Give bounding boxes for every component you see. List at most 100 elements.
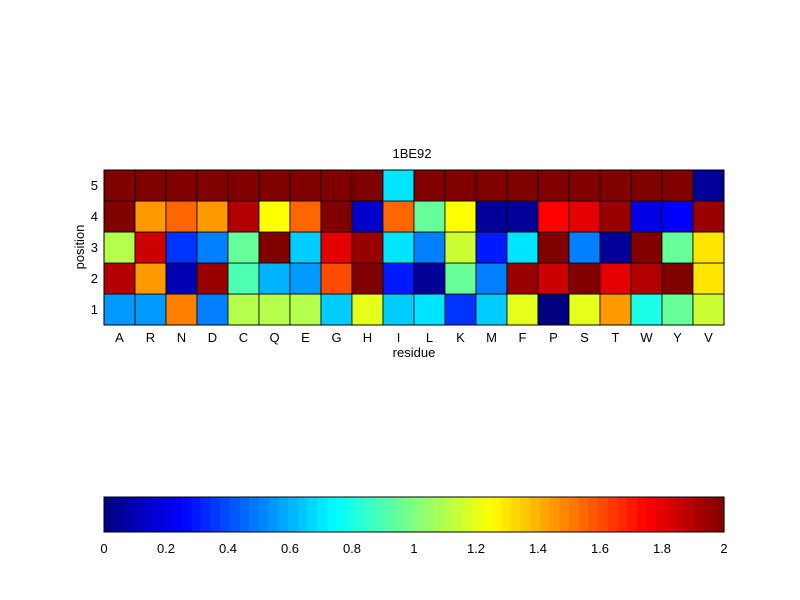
colorbar-segment [423, 497, 434, 532]
x-tick-label: D [208, 330, 217, 345]
heatmap-cell-G-3 [320, 231, 353, 264]
heatmap-cell-S-5 [568, 169, 601, 202]
heatmap-cell-T-4 [599, 200, 632, 233]
heatmap-cell-N-3 [165, 231, 198, 264]
heatmap-cell-E-1 [289, 293, 322, 326]
heatmap-cell-S-3 [568, 231, 601, 264]
colorbar-segment [578, 497, 589, 532]
colorbar-segment [714, 497, 725, 532]
heatmap-cell-I-5 [382, 169, 415, 202]
heatmap-cell-F-4 [506, 200, 539, 233]
heatmap-cell-R-4 [134, 200, 167, 233]
heatmap-cell-C-2 [227, 262, 260, 295]
heatmap-cell-V-3 [692, 231, 725, 264]
colorbar-segment [569, 497, 580, 532]
heatmap-cell-M-3 [475, 231, 508, 264]
colorbar-segment [704, 497, 715, 532]
heatmap-cell-T-3 [599, 231, 632, 264]
colorbar-segment [607, 497, 619, 532]
heatmap-cell-Y-1 [661, 293, 694, 326]
heatmap-cell-E-2 [289, 262, 322, 295]
heatmap-cell-A-4 [103, 200, 136, 233]
heatmap-cell-I-1 [382, 293, 415, 326]
colorbar-segment [259, 497, 270, 532]
colorbar-tick-label: 1.8 [653, 541, 671, 556]
colorbar-segment [268, 497, 279, 532]
heatmap-cell-K-4 [444, 200, 477, 233]
x-tick-label: M [486, 330, 497, 345]
heatmap-cell-G-1 [320, 293, 353, 326]
colorbar-segment [617, 497, 628, 532]
colorbar-segment [559, 497, 570, 532]
heatmap-cell-R-2 [134, 262, 167, 295]
heatmap-cell-W-3 [630, 231, 663, 264]
colorbar-tick-label: 0.4 [219, 541, 237, 556]
heatmap-cell-G-5 [320, 169, 353, 202]
colorbar-segment [288, 497, 299, 532]
x-tick-label: V [704, 330, 713, 345]
colorbar [104, 497, 725, 532]
heatmap-cell-T-5 [599, 169, 632, 202]
heatmap-cell-N-2 [165, 262, 198, 295]
heatmap-cell-N-5 [165, 169, 198, 202]
colorbar-segment [685, 497, 696, 532]
heatmap-cell-A-5 [103, 169, 136, 202]
heatmap-cell-W-2 [630, 262, 663, 295]
x-tick-label: S [580, 330, 589, 345]
heatmap-cell-P-2 [537, 262, 570, 295]
colorbar-segment [636, 497, 648, 532]
colorbar-segment [588, 497, 599, 532]
colorbar-segment [472, 497, 483, 532]
heatmap-cell-K-2 [444, 262, 477, 295]
colorbar-segment [694, 497, 706, 532]
heatmap-cell-V-2 [692, 262, 725, 295]
colorbar-segment [191, 497, 202, 532]
colorbar-tick-label: 0.2 [157, 541, 175, 556]
colorbar-segment [598, 497, 609, 532]
x-tick-label: N [177, 330, 186, 345]
heatmap-cell-V-1 [692, 293, 725, 326]
colorbar-frame [103, 496, 725, 533]
y-tick-label: 1 [91, 302, 98, 317]
heatmap-cell-Y-5 [661, 169, 694, 202]
colorbar-segment [462, 497, 473, 532]
x-tick-label: C [239, 330, 248, 345]
heatmap-cell-A-3 [103, 231, 136, 264]
colorbar-segment [152, 497, 163, 532]
heatmap-cell-Q-5 [258, 169, 291, 202]
colorbar-segment [549, 497, 560, 532]
colorbar-segment [481, 497, 493, 532]
colorbar-segment [123, 497, 134, 532]
x-tick-label: P [549, 330, 558, 345]
colorbar-tick-label: 1 [410, 541, 417, 556]
heatmap-cell-L-2 [413, 262, 446, 295]
heatmap-cell-K-5 [444, 169, 477, 202]
x-tick-label: L [426, 330, 433, 345]
colorbar-segment [501, 497, 512, 532]
colorbar-segment [133, 497, 144, 532]
heatmap-cell-A-1 [103, 293, 136, 326]
heatmap-cell-Q-1 [258, 293, 291, 326]
heatmap-frame [103, 169, 725, 326]
heatmap-cells [103, 169, 725, 326]
chart-title: 1BE92 [392, 146, 431, 161]
colorbar-segment [297, 497, 309, 532]
heatmap-cell-M-2 [475, 262, 508, 295]
heatmap-cell-D-3 [196, 231, 229, 264]
heatmap-cell-H-4 [351, 200, 384, 233]
x-tick-label: Y [673, 330, 682, 345]
colorbar-segment [162, 497, 173, 532]
heatmap-cell-Q-3 [258, 231, 291, 264]
heatmap-cell-E-5 [289, 169, 322, 202]
x-tick-label: W [640, 330, 653, 345]
y-axis-label: position [72, 225, 87, 270]
heatmap-cell-S-1 [568, 293, 601, 326]
y-tick-label: 4 [91, 209, 98, 224]
x-tick-label: G [331, 330, 341, 345]
heatmap-cell-F-2 [506, 262, 539, 295]
colorbar-segment [171, 497, 183, 532]
colorbar-segment [520, 497, 531, 532]
colorbar-tick-label: 0.6 [281, 541, 299, 556]
colorbar-segment [404, 497, 415, 532]
